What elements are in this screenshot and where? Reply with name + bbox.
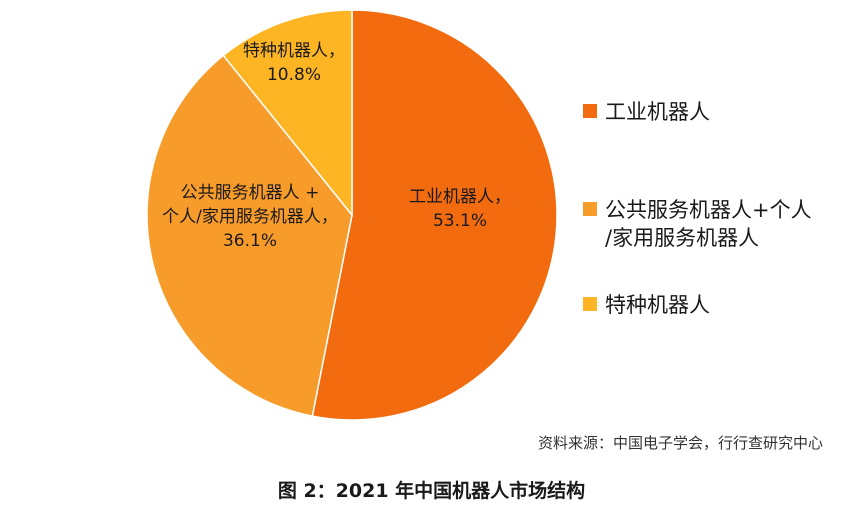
slice-label-1: 工业机器人， 53.1% (409, 187, 511, 231)
legend-swatch-3 (583, 297, 597, 311)
pie-slices (146, 9, 558, 421)
legend-swatch-1 (583, 104, 597, 118)
pie-slice-1 (311, 9, 558, 421)
slice-label-3: 特种机器人， 10.8% (243, 41, 345, 85)
figure-caption: 图 2：2021 年中国机器人市场结构 (277, 480, 586, 502)
slice-label-2: 公共服务机器人 +个人/家用服务机器人， 36.1% (162, 183, 338, 251)
pie-slice-3 (222, 9, 353, 218)
pie-slice-2 (146, 54, 353, 418)
legend-label-2: 公共服务机器人+个人/家用服务机器人 (605, 198, 812, 250)
legend-label-3: 特种机器人 (605, 293, 710, 317)
pie-slice-labels: 工业机器人， 53.1% 公共服务机器人 +个人/家用服务机器人， 36.1% 特种机器… (162, 41, 511, 251)
legend-label-1: 工业机器人 (605, 100, 710, 124)
legend-swatch-2 (583, 202, 597, 216)
source-note: 资料来源：中国电子学会，行行查研究中心 (537, 434, 823, 452)
